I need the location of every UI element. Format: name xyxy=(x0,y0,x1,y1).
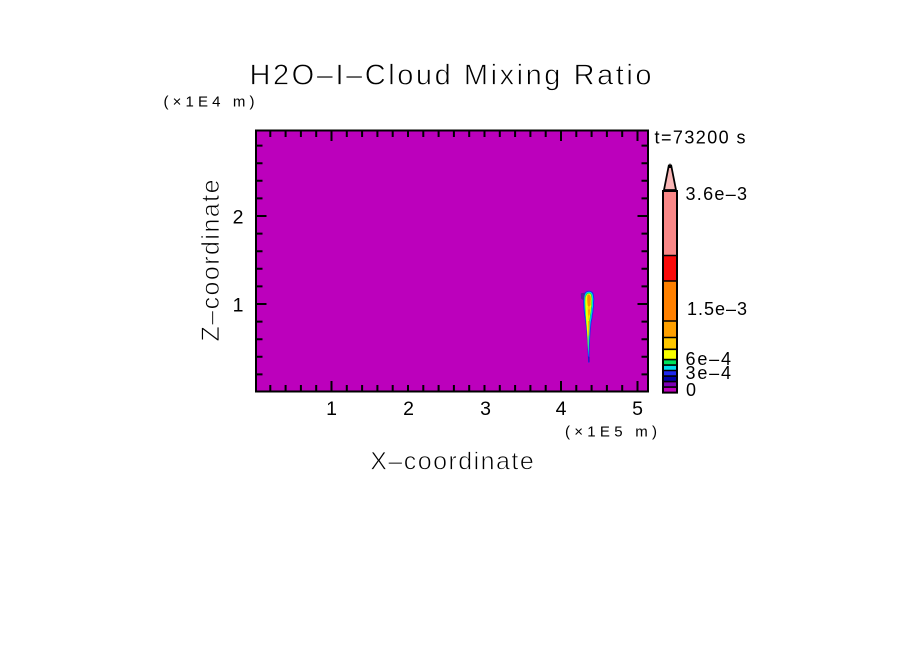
svg-text:0: 0 xyxy=(686,380,696,400)
svg-text:3: 3 xyxy=(480,398,491,420)
svg-text:t=73200 s: t=73200 s xyxy=(655,128,746,148)
svg-text:Z–coordinate: Z–coordinate xyxy=(197,180,225,342)
svg-text:5: 5 xyxy=(632,398,643,420)
svg-text:1: 1 xyxy=(233,295,244,317)
svg-text:4: 4 xyxy=(556,398,567,420)
svg-text:3.6e–3: 3.6e–3 xyxy=(686,184,748,204)
svg-text:2: 2 xyxy=(403,398,414,420)
svg-text:2: 2 xyxy=(233,207,244,229)
svg-text:X–coordinate: X–coordinate xyxy=(370,448,534,476)
svg-text:H2O–I–Cloud Mixing Ratio: H2O–I–Cloud Mixing Ratio xyxy=(250,60,652,92)
svg-text:1.5e–3: 1.5e–3 xyxy=(687,299,747,319)
svg-text:1: 1 xyxy=(326,398,337,420)
